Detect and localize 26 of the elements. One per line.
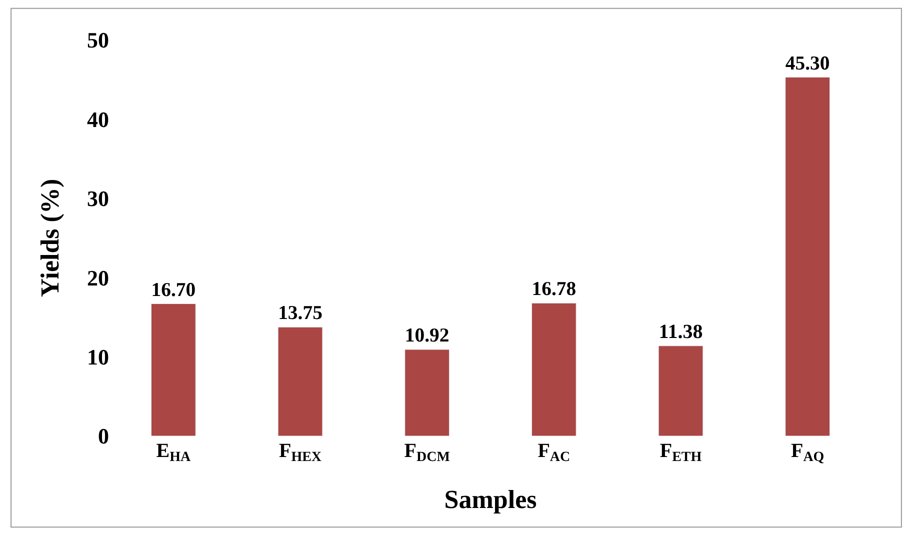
bar bbox=[658, 346, 704, 436]
data-label: 16.78 bbox=[532, 278, 576, 300]
data-label: 45.30 bbox=[785, 52, 830, 74]
y-axis-title: Yields (%) bbox=[35, 178, 64, 298]
bar bbox=[150, 303, 196, 436]
data-label: 16.70 bbox=[151, 278, 196, 301]
bar bbox=[278, 326, 323, 436]
data-label: 13.75 bbox=[278, 302, 323, 324]
y-tick-label: 10 bbox=[87, 344, 109, 370]
x-tick-label: F$_{AC}$ bbox=[538, 440, 570, 466]
x-tick-label: F$_{ETH}$ bbox=[660, 440, 702, 466]
bar bbox=[785, 76, 830, 436]
y-tick-label: 50 bbox=[87, 28, 109, 53]
y-tick-label: 0 bbox=[98, 424, 109, 449]
x-tick-label: E$_{HA}$ bbox=[156, 440, 192, 466]
data-label: 11.38 bbox=[658, 320, 703, 343]
bar bbox=[404, 349, 450, 436]
x-tick-label: F$_{AQ}$ bbox=[790, 440, 824, 466]
x-axis-title: Samples bbox=[444, 484, 537, 514]
x-tick-label: F$_{HEX}$ bbox=[278, 440, 322, 466]
y-tick-label: 20 bbox=[87, 265, 109, 290]
data-label: 10.92 bbox=[404, 324, 450, 347]
bar bbox=[531, 302, 576, 436]
x-tick-label: F$_{DCM}$ bbox=[404, 440, 450, 466]
y-tick-label: 40 bbox=[87, 106, 109, 132]
y-tick-label: 30 bbox=[87, 186, 109, 212]
